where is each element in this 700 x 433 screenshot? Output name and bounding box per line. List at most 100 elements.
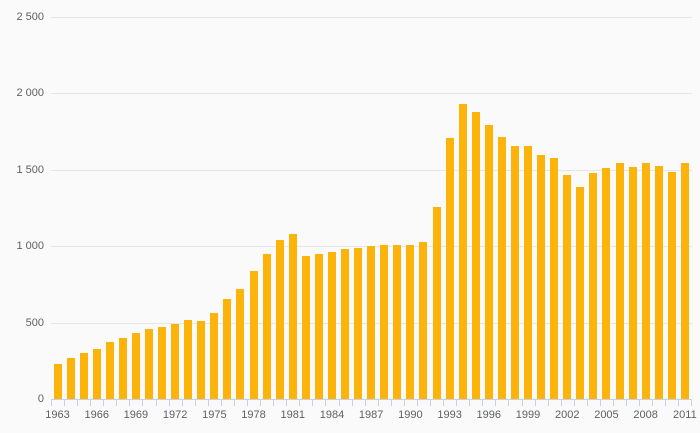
gridline	[51, 93, 692, 95]
bar[interactable]	[367, 246, 376, 399]
bar[interactable]	[354, 247, 363, 399]
y-axis-tick-label: 2 500	[16, 11, 44, 23]
x-axis-tick	[129, 399, 131, 406]
x-axis-tick	[155, 399, 157, 406]
x-axis-tick-label: 1990	[398, 409, 423, 421]
x-axis-tick	[456, 399, 458, 406]
bar[interactable]	[432, 207, 441, 399]
bar[interactable]	[341, 248, 350, 399]
x-axis-tick	[325, 399, 327, 406]
x-axis-tick	[142, 399, 144, 406]
bar[interactable]	[105, 342, 114, 399]
x-axis-tick	[207, 399, 209, 406]
x-axis-tick	[312, 399, 314, 406]
bar[interactable]	[563, 175, 572, 399]
x-axis-tick	[338, 399, 340, 406]
x-axis-tick-label: 1963	[45, 409, 70, 421]
x-axis-tick-label: 2002	[554, 409, 580, 421]
bar[interactable]	[680, 162, 689, 399]
y-axis-tick-label: 0	[37, 393, 44, 405]
x-axis-tick-label: 1981	[280, 409, 305, 421]
bar[interactable]	[223, 298, 232, 399]
x-axis-tick-label: 1978	[241, 409, 266, 421]
x-axis-tick	[181, 399, 183, 406]
x-axis-tick	[220, 399, 222, 406]
x-axis-tick	[260, 399, 262, 406]
bar[interactable]	[654, 165, 663, 399]
bar[interactable]	[79, 353, 88, 399]
bar[interactable]	[550, 157, 559, 399]
bar[interactable]	[53, 364, 62, 399]
y-axis-tick-label: 500	[25, 316, 44, 329]
bar[interactable]	[171, 324, 180, 399]
y-axis-tick-label: 1 000	[16, 240, 44, 253]
x-axis-tick	[103, 399, 105, 406]
bar[interactable]	[524, 146, 533, 399]
x-axis-tick	[573, 399, 575, 406]
bar[interactable]	[197, 321, 206, 399]
y-axis-tick-label: 2 000	[16, 87, 44, 100]
bar[interactable]	[236, 288, 245, 399]
bar[interactable]	[589, 172, 598, 399]
x-axis-tick	[351, 399, 353, 406]
bar[interactable]	[380, 244, 389, 399]
bar[interactable]	[641, 162, 650, 399]
bar[interactable]	[288, 233, 297, 399]
bar[interactable]	[249, 270, 258, 399]
bar[interactable]	[131, 333, 140, 399]
x-axis-tick	[665, 399, 667, 406]
bar[interactable]	[393, 244, 402, 399]
x-axis-tick	[273, 399, 275, 406]
x-axis-tick	[194, 399, 196, 406]
x-axis-tick	[443, 399, 445, 406]
x-axis-tick	[390, 399, 392, 406]
bar[interactable]	[210, 313, 219, 399]
bar[interactable]	[510, 146, 519, 399]
x-axis-tick-label: 1999	[515, 409, 541, 421]
bar[interactable]	[262, 253, 271, 399]
bar[interactable]	[66, 357, 75, 399]
bar[interactable]	[602, 167, 611, 399]
x-axis-tick	[299, 399, 301, 406]
x-axis-tick-label: 1984	[319, 409, 345, 421]
x-axis-tick	[639, 399, 641, 406]
bar[interactable]	[301, 256, 310, 399]
bar[interactable]	[537, 154, 546, 399]
bar[interactable]	[615, 162, 624, 399]
x-axis-tick	[403, 399, 405, 406]
x-axis-tick-label: 1972	[162, 409, 188, 421]
x-axis-tick	[652, 399, 654, 406]
bar[interactable]	[118, 337, 127, 399]
bar[interactable]	[628, 166, 637, 399]
bar[interactable]	[92, 348, 101, 399]
bar[interactable]	[471, 111, 480, 399]
bar[interactable]	[497, 136, 506, 399]
bar[interactable]	[406, 245, 415, 399]
bar[interactable]	[184, 319, 193, 399]
x-axis-tick	[495, 399, 497, 406]
x-axis-tick	[430, 399, 432, 406]
x-axis-tick	[521, 399, 523, 406]
x-axis-tick	[599, 399, 601, 406]
bar[interactable]	[275, 240, 284, 399]
x-axis-tick-label: 1966	[84, 409, 109, 421]
bar[interactable]	[158, 327, 167, 399]
x-axis-tick	[51, 399, 52, 406]
bar[interactable]	[484, 124, 493, 399]
x-axis-tick	[613, 399, 614, 406]
bar[interactable]	[445, 138, 454, 399]
x-axis-tick	[364, 399, 366, 406]
bar[interactable]	[314, 253, 323, 399]
bar[interactable]	[458, 104, 467, 399]
bar[interactable]	[419, 241, 428, 399]
x-axis-tick	[508, 399, 510, 406]
bar[interactable]	[144, 329, 153, 399]
x-axis-tick-label: 2005	[594, 409, 619, 421]
gridline	[51, 169, 692, 171]
x-axis-tick	[482, 399, 484, 406]
bar[interactable]	[667, 172, 676, 399]
x-axis-tick-label: 1993	[437, 409, 462, 421]
bar[interactable]	[576, 186, 585, 399]
bar[interactable]	[327, 252, 336, 399]
